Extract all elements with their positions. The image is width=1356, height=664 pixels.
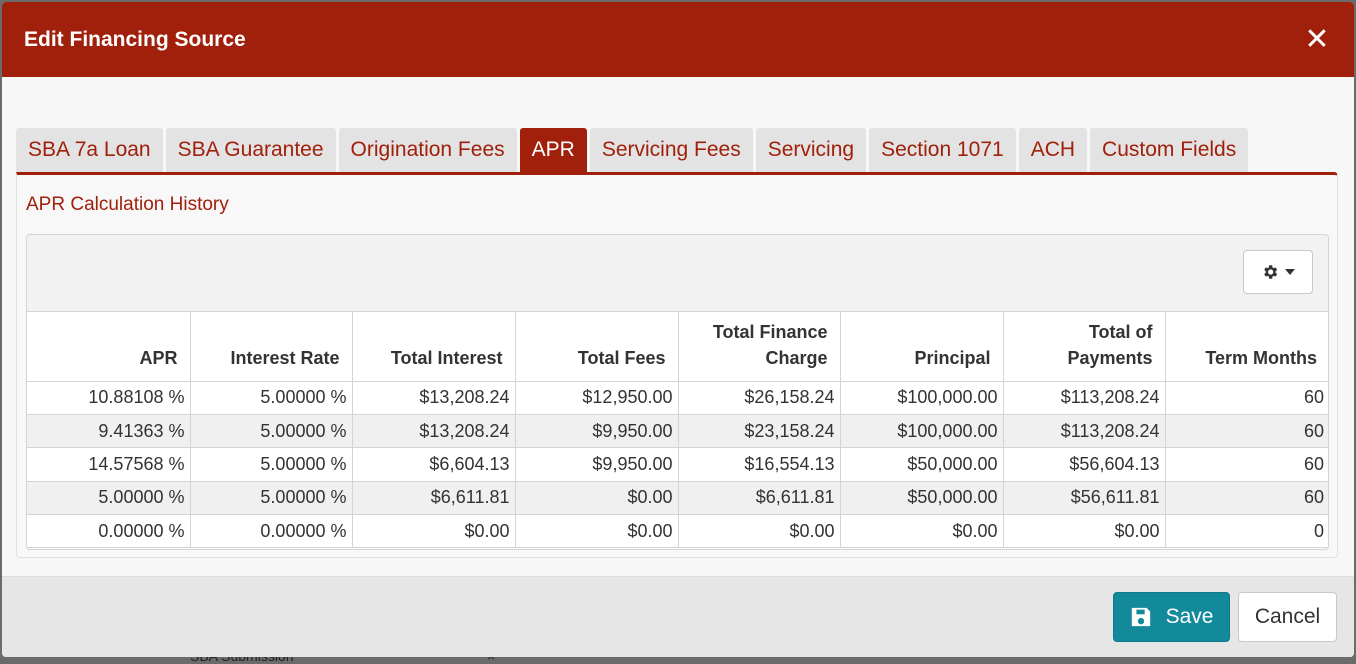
column-header-label: Principal: [914, 347, 991, 368]
table-cell: $6,604.13: [352, 447, 516, 482]
column-header[interactable]: Term Months: [1165, 312, 1328, 382]
apr-history-table: APR Interest Rate Total Interest Total Fees…: [27, 312, 1328, 549]
table-row[interactable]: 10.88108 % 5.00000 % $13,208.24 $12,950.00 $…: [27, 381, 1328, 415]
column-header-label: Interest Rate: [230, 347, 340, 368]
column-header-label: APR: [139, 347, 178, 368]
modal-footer: Save Cancel: [2, 576, 1354, 657]
tab-apr[interactable]: APR: [519, 128, 587, 172]
table-cell: 9.41363 %: [27, 414, 191, 449]
table-cell: $6,611.81: [678, 481, 841, 516]
table-cell: $0.00: [515, 481, 679, 516]
table-row[interactable]: 14.57568 % 5.00000 % $6,604.13 $9,950.00 $16…: [27, 447, 1328, 482]
table-cell: $13,208.24: [352, 414, 516, 449]
table-row[interactable]: 5.00000 % 5.00000 % $6,611.81 $0.00 $6,611.8…: [27, 481, 1328, 516]
table-row[interactable]: 0.00000 % 0.00000 % $0.00 $0.00 $0.00 $0.00 $0…: [27, 514, 1328, 549]
table-cell: 14.57568 %: [27, 447, 191, 482]
column-header[interactable]: Total Finance Charge: [678, 312, 841, 382]
table-cell: $13,208.24: [352, 381, 516, 415]
column-header[interactable]: Principal: [840, 312, 1004, 382]
table-cell: $23,158.24: [678, 414, 841, 449]
column-header-label: Total Fees: [577, 347, 666, 368]
tab-custom-fields[interactable]: Custom Fields: [1090, 128, 1249, 172]
table-cell: 5.00000 %: [190, 481, 353, 516]
column-header[interactable]: Total Fees: [515, 312, 679, 382]
table-cell: 5.00000 %: [27, 481, 191, 516]
chevron-down-icon: [1285, 269, 1295, 275]
tab-panel-apr: APR Calculation History APR Inte: [16, 172, 1338, 558]
tab-sba-7a-loan[interactable]: SBA 7a Loan: [16, 128, 163, 172]
table-cell: $0.00: [515, 514, 679, 549]
cancel-button[interactable]: Cancel: [1238, 592, 1337, 642]
column-header[interactable]: Total of Payments: [1003, 312, 1166, 382]
table-cell: $12,950.00: [515, 381, 679, 415]
table-cell: $0.00: [678, 514, 841, 549]
table-cell: $26,158.24: [678, 381, 841, 415]
column-header-label: Total of: [1088, 321, 1153, 342]
table-cell: $100,000.00: [840, 381, 1004, 415]
table-cell: $9,950.00: [515, 447, 679, 482]
tab-servicing[interactable]: Servicing: [755, 128, 867, 172]
tab-bar: SBA 7a Loan SBA Guarantee Origination Fees…: [16, 128, 1249, 172]
floppy-disk-icon: [1131, 607, 1150, 627]
column-header[interactable]: Interest Rate: [190, 312, 353, 382]
table-cell: $56,604.13: [1003, 447, 1166, 482]
table-cell: $9,950.00: [515, 414, 679, 449]
modal-body: SBA 7a Loan SBA Guarantee Origination Fees…: [2, 77, 1354, 576]
table-body: 10.88108 % 5.00000 % $13,208.24 $12,950.00 $…: [27, 381, 1328, 549]
table-cell: $56,611.81: [1003, 481, 1166, 516]
table-cell: 0.00000 %: [27, 514, 191, 549]
column-header-label: Total Finance: [712, 321, 828, 342]
apr-history-grid: APR Interest Rate Total Interest Total Fees…: [26, 234, 1329, 550]
tab-origination-fees[interactable]: Origination Fees: [338, 128, 517, 172]
table-cell: 60: [1165, 481, 1328, 516]
table-cell: $113,208.24: [1003, 414, 1166, 449]
tab-ach[interactable]: ACH: [1018, 128, 1088, 172]
modal-header: Edit Financing Source ✕: [2, 2, 1354, 77]
column-header-label: Charge: [765, 347, 828, 368]
table-cell: 0: [1165, 514, 1328, 549]
tab-sba-guarantee[interactable]: SBA Guarantee: [165, 128, 336, 172]
table-cell: 60: [1165, 414, 1328, 449]
column-header[interactable]: APR: [27, 312, 191, 382]
column-header[interactable]: Total Interest: [352, 312, 516, 382]
grid-toolbar: [27, 235, 1328, 312]
table-cell: $100,000.00: [840, 414, 1004, 449]
close-icon[interactable]: ✕: [1304, 22, 1330, 56]
table-cell: 5.00000 %: [190, 447, 353, 482]
table-cell: 60: [1165, 381, 1328, 415]
table-cell: 60: [1165, 447, 1328, 482]
table-cell: 0.00000 %: [190, 514, 353, 549]
column-header-label: Total Interest: [390, 347, 503, 368]
gear-icon: [1264, 265, 1278, 279]
section-title: APR Calculation History: [26, 194, 229, 215]
save-button-label: Save: [1165, 605, 1214, 628]
table-row[interactable]: 9.41363 % 5.00000 % $13,208.24 $9,950.00 $23…: [27, 414, 1328, 449]
table-cell: 5.00000 %: [190, 414, 353, 449]
table-cell: $16,554.13: [678, 447, 841, 482]
table-header-row: APR Interest Rate Total Interest Total Fees…: [27, 312, 1328, 382]
modal-title: Edit Financing Source: [24, 27, 246, 51]
table-cell: $6,611.81: [352, 481, 516, 516]
table-cell: $0.00: [352, 514, 516, 549]
save-button[interactable]: Save: [1113, 592, 1230, 642]
column-header-label: Payments: [1067, 347, 1153, 368]
table-cell: $50,000.00: [840, 447, 1004, 482]
table-cell: $0.00: [840, 514, 1004, 549]
tab-section-1071[interactable]: Section 1071: [869, 128, 1016, 172]
table-cell: $113,208.24: [1003, 381, 1166, 415]
table-cell: 5.00000 %: [190, 381, 353, 415]
table-cell: $0.00: [1003, 514, 1166, 549]
grid-settings-button[interactable]: [1243, 250, 1313, 294]
column-header-label: Term Months: [1205, 347, 1317, 368]
tab-servicing-fees[interactable]: Servicing Fees: [589, 128, 753, 172]
table-cell: $50,000.00: [840, 481, 1004, 516]
table-cell: 10.88108 %: [27, 381, 191, 415]
